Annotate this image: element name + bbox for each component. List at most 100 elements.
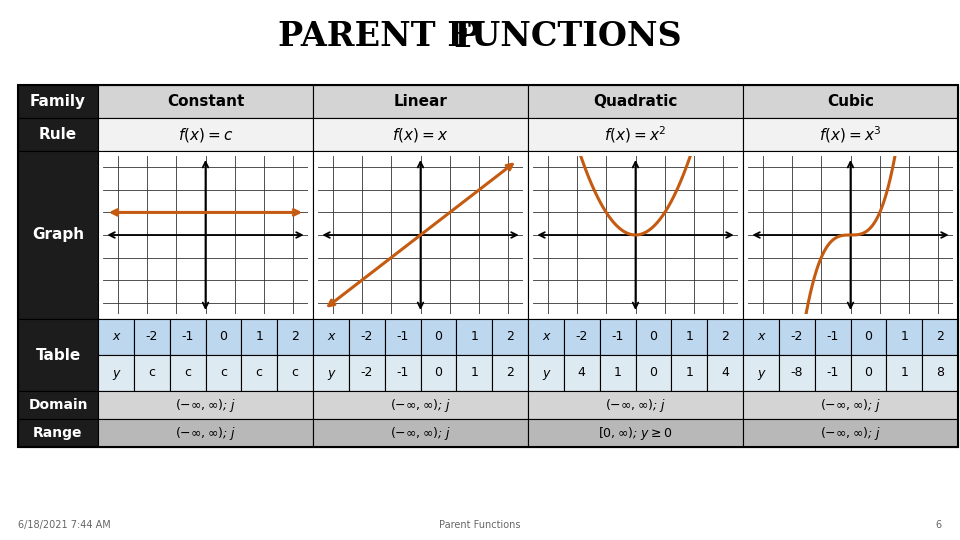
Text: 6/18/2021 7:44 AM: 6/18/2021 7:44 AM xyxy=(18,520,110,530)
Text: 1: 1 xyxy=(613,367,621,380)
Bar xyxy=(420,355,456,391)
Text: $(-\infty, \infty)$; j: $(-\infty, \infty)$; j xyxy=(390,424,451,442)
Text: -8: -8 xyxy=(790,367,803,380)
Bar xyxy=(98,118,313,151)
Text: x: x xyxy=(757,330,764,343)
Text: 1: 1 xyxy=(470,367,478,380)
Text: y: y xyxy=(542,367,550,380)
Text: $f(x) = x$: $f(x) = x$ xyxy=(393,125,448,144)
Text: -2: -2 xyxy=(146,330,158,343)
Text: 1: 1 xyxy=(255,330,263,343)
Text: $(-\infty, \infty)$; j: $(-\infty, \infty)$; j xyxy=(175,396,236,414)
Text: -1: -1 xyxy=(827,330,839,343)
Bar xyxy=(420,319,456,355)
Bar xyxy=(18,85,958,447)
Text: Family: Family xyxy=(30,94,86,109)
Bar xyxy=(636,319,671,355)
Text: $(-\infty, \infty)$; j: $(-\infty, \infty)$; j xyxy=(175,424,236,442)
Text: 0: 0 xyxy=(864,330,873,343)
Bar xyxy=(528,319,564,355)
Bar xyxy=(528,151,743,319)
Text: 2: 2 xyxy=(936,330,944,343)
Text: $(-\infty, \infty)$; j: $(-\infty, \infty)$; j xyxy=(390,396,451,414)
Text: Rule: Rule xyxy=(39,127,77,142)
Bar xyxy=(815,319,851,355)
Text: 4: 4 xyxy=(721,367,729,380)
Bar xyxy=(743,419,958,447)
Bar xyxy=(600,319,636,355)
Bar xyxy=(600,355,636,391)
Bar xyxy=(98,319,133,355)
Bar xyxy=(313,391,528,419)
Text: Graph: Graph xyxy=(32,227,84,242)
Text: 0: 0 xyxy=(649,330,658,343)
Bar xyxy=(708,319,743,355)
Text: 1: 1 xyxy=(685,330,693,343)
Text: 0: 0 xyxy=(220,330,228,343)
Bar xyxy=(98,355,133,391)
Bar xyxy=(456,319,492,355)
Bar xyxy=(671,319,708,355)
Text: 1: 1 xyxy=(470,330,478,343)
Bar xyxy=(170,319,205,355)
Bar xyxy=(528,391,743,419)
Text: P: P xyxy=(453,20,480,54)
Text: 2: 2 xyxy=(721,330,729,343)
Text: Parent Functions: Parent Functions xyxy=(440,520,520,530)
Text: y: y xyxy=(112,367,120,380)
Bar xyxy=(277,319,313,355)
Bar xyxy=(923,355,958,391)
Text: $(-\infty, \infty)$; j: $(-\infty, \infty)$; j xyxy=(820,396,881,414)
Text: Cubic: Cubic xyxy=(827,94,874,109)
Bar xyxy=(348,355,385,391)
Text: $(-\infty, \infty)$; j: $(-\infty, \infty)$; j xyxy=(820,424,881,442)
Text: 2: 2 xyxy=(506,330,514,343)
Bar xyxy=(277,355,313,391)
Text: x: x xyxy=(542,330,550,343)
Bar xyxy=(636,355,671,391)
Bar xyxy=(851,319,886,355)
Bar xyxy=(18,85,98,118)
Text: PARENT FUNCTIONS: PARENT FUNCTIONS xyxy=(278,20,682,53)
Bar xyxy=(923,319,958,355)
Bar xyxy=(528,419,743,447)
Bar xyxy=(456,355,492,391)
Bar xyxy=(743,85,958,118)
Text: $f(x) = c$: $f(x) = c$ xyxy=(178,125,233,144)
Text: -1: -1 xyxy=(827,367,839,380)
Text: c: c xyxy=(292,367,299,380)
Text: 2: 2 xyxy=(506,367,514,380)
Text: 6: 6 xyxy=(936,520,942,530)
Text: -2: -2 xyxy=(576,330,588,343)
Text: c: c xyxy=(184,367,191,380)
Bar xyxy=(708,355,743,391)
Text: 1: 1 xyxy=(685,367,693,380)
Bar xyxy=(743,355,779,391)
Bar xyxy=(779,319,815,355)
Text: $f(x) = x^3$: $f(x) = x^3$ xyxy=(819,124,882,145)
Bar xyxy=(671,355,708,391)
Bar xyxy=(205,319,241,355)
Bar xyxy=(241,355,277,391)
Bar xyxy=(98,391,313,419)
Bar xyxy=(241,319,277,355)
Bar xyxy=(528,355,564,391)
Text: 1: 1 xyxy=(900,330,908,343)
Bar xyxy=(18,118,98,151)
Bar xyxy=(18,391,98,419)
Text: 2: 2 xyxy=(291,330,299,343)
Bar xyxy=(886,355,923,391)
Bar xyxy=(564,319,600,355)
Bar xyxy=(133,355,170,391)
Text: x: x xyxy=(112,330,120,343)
Text: -1: -1 xyxy=(396,330,409,343)
Bar xyxy=(743,319,779,355)
Bar xyxy=(385,355,420,391)
Text: Domain: Domain xyxy=(28,398,87,412)
Text: 0: 0 xyxy=(435,367,443,380)
Bar xyxy=(18,419,98,447)
Bar xyxy=(528,85,743,118)
Text: -1: -1 xyxy=(396,367,409,380)
Text: Table: Table xyxy=(36,348,81,362)
Bar xyxy=(313,419,528,447)
